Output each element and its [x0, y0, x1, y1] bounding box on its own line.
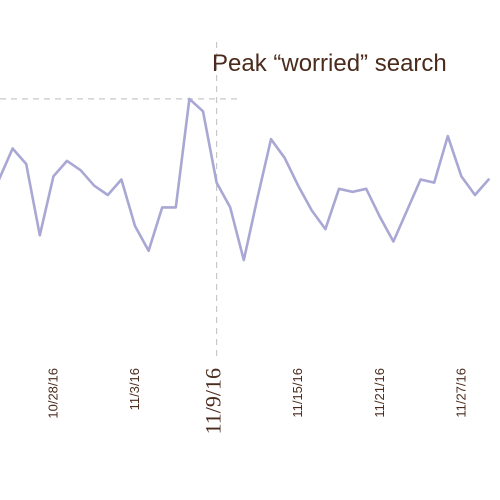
x-tick-label: 10/28/16 — [45, 368, 60, 419]
x-tick-label: 11/15/16 — [290, 368, 305, 418]
x-tick-label-highlight: 11/9/16 — [201, 368, 226, 434]
x-tick-label: 11/27/16 — [453, 368, 468, 418]
series-lines — [0, 97, 490, 262]
x-tick-label: 11/3/16 — [127, 368, 142, 410]
series-line-0 — [0, 97, 490, 262]
peak-guides — [0, 42, 240, 360]
x-axis-tick-labels: 10/28/16 11/3/16 11/9/16 11/15/16 11/21/16 11… — [45, 368, 468, 434]
peak-annotation-label: Peak “worried” search — [212, 50, 447, 77]
x-tick-label: 11/21/16 — [372, 368, 387, 418]
